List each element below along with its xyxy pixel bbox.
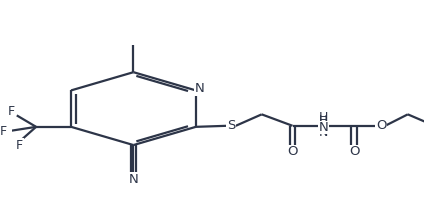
Text: S: S	[227, 119, 235, 132]
Text: O: O	[287, 145, 298, 158]
Text: F: F	[8, 105, 15, 118]
Text: F: F	[16, 139, 23, 152]
Text: N: N	[129, 173, 138, 186]
Text: N: N	[319, 121, 328, 134]
Text: H: H	[319, 114, 328, 127]
Text: F: F	[0, 124, 7, 138]
Text: N: N	[194, 82, 204, 95]
Text: O: O	[376, 119, 386, 132]
Text: O: O	[349, 145, 360, 158]
Text: H
N: H N	[319, 111, 328, 139]
